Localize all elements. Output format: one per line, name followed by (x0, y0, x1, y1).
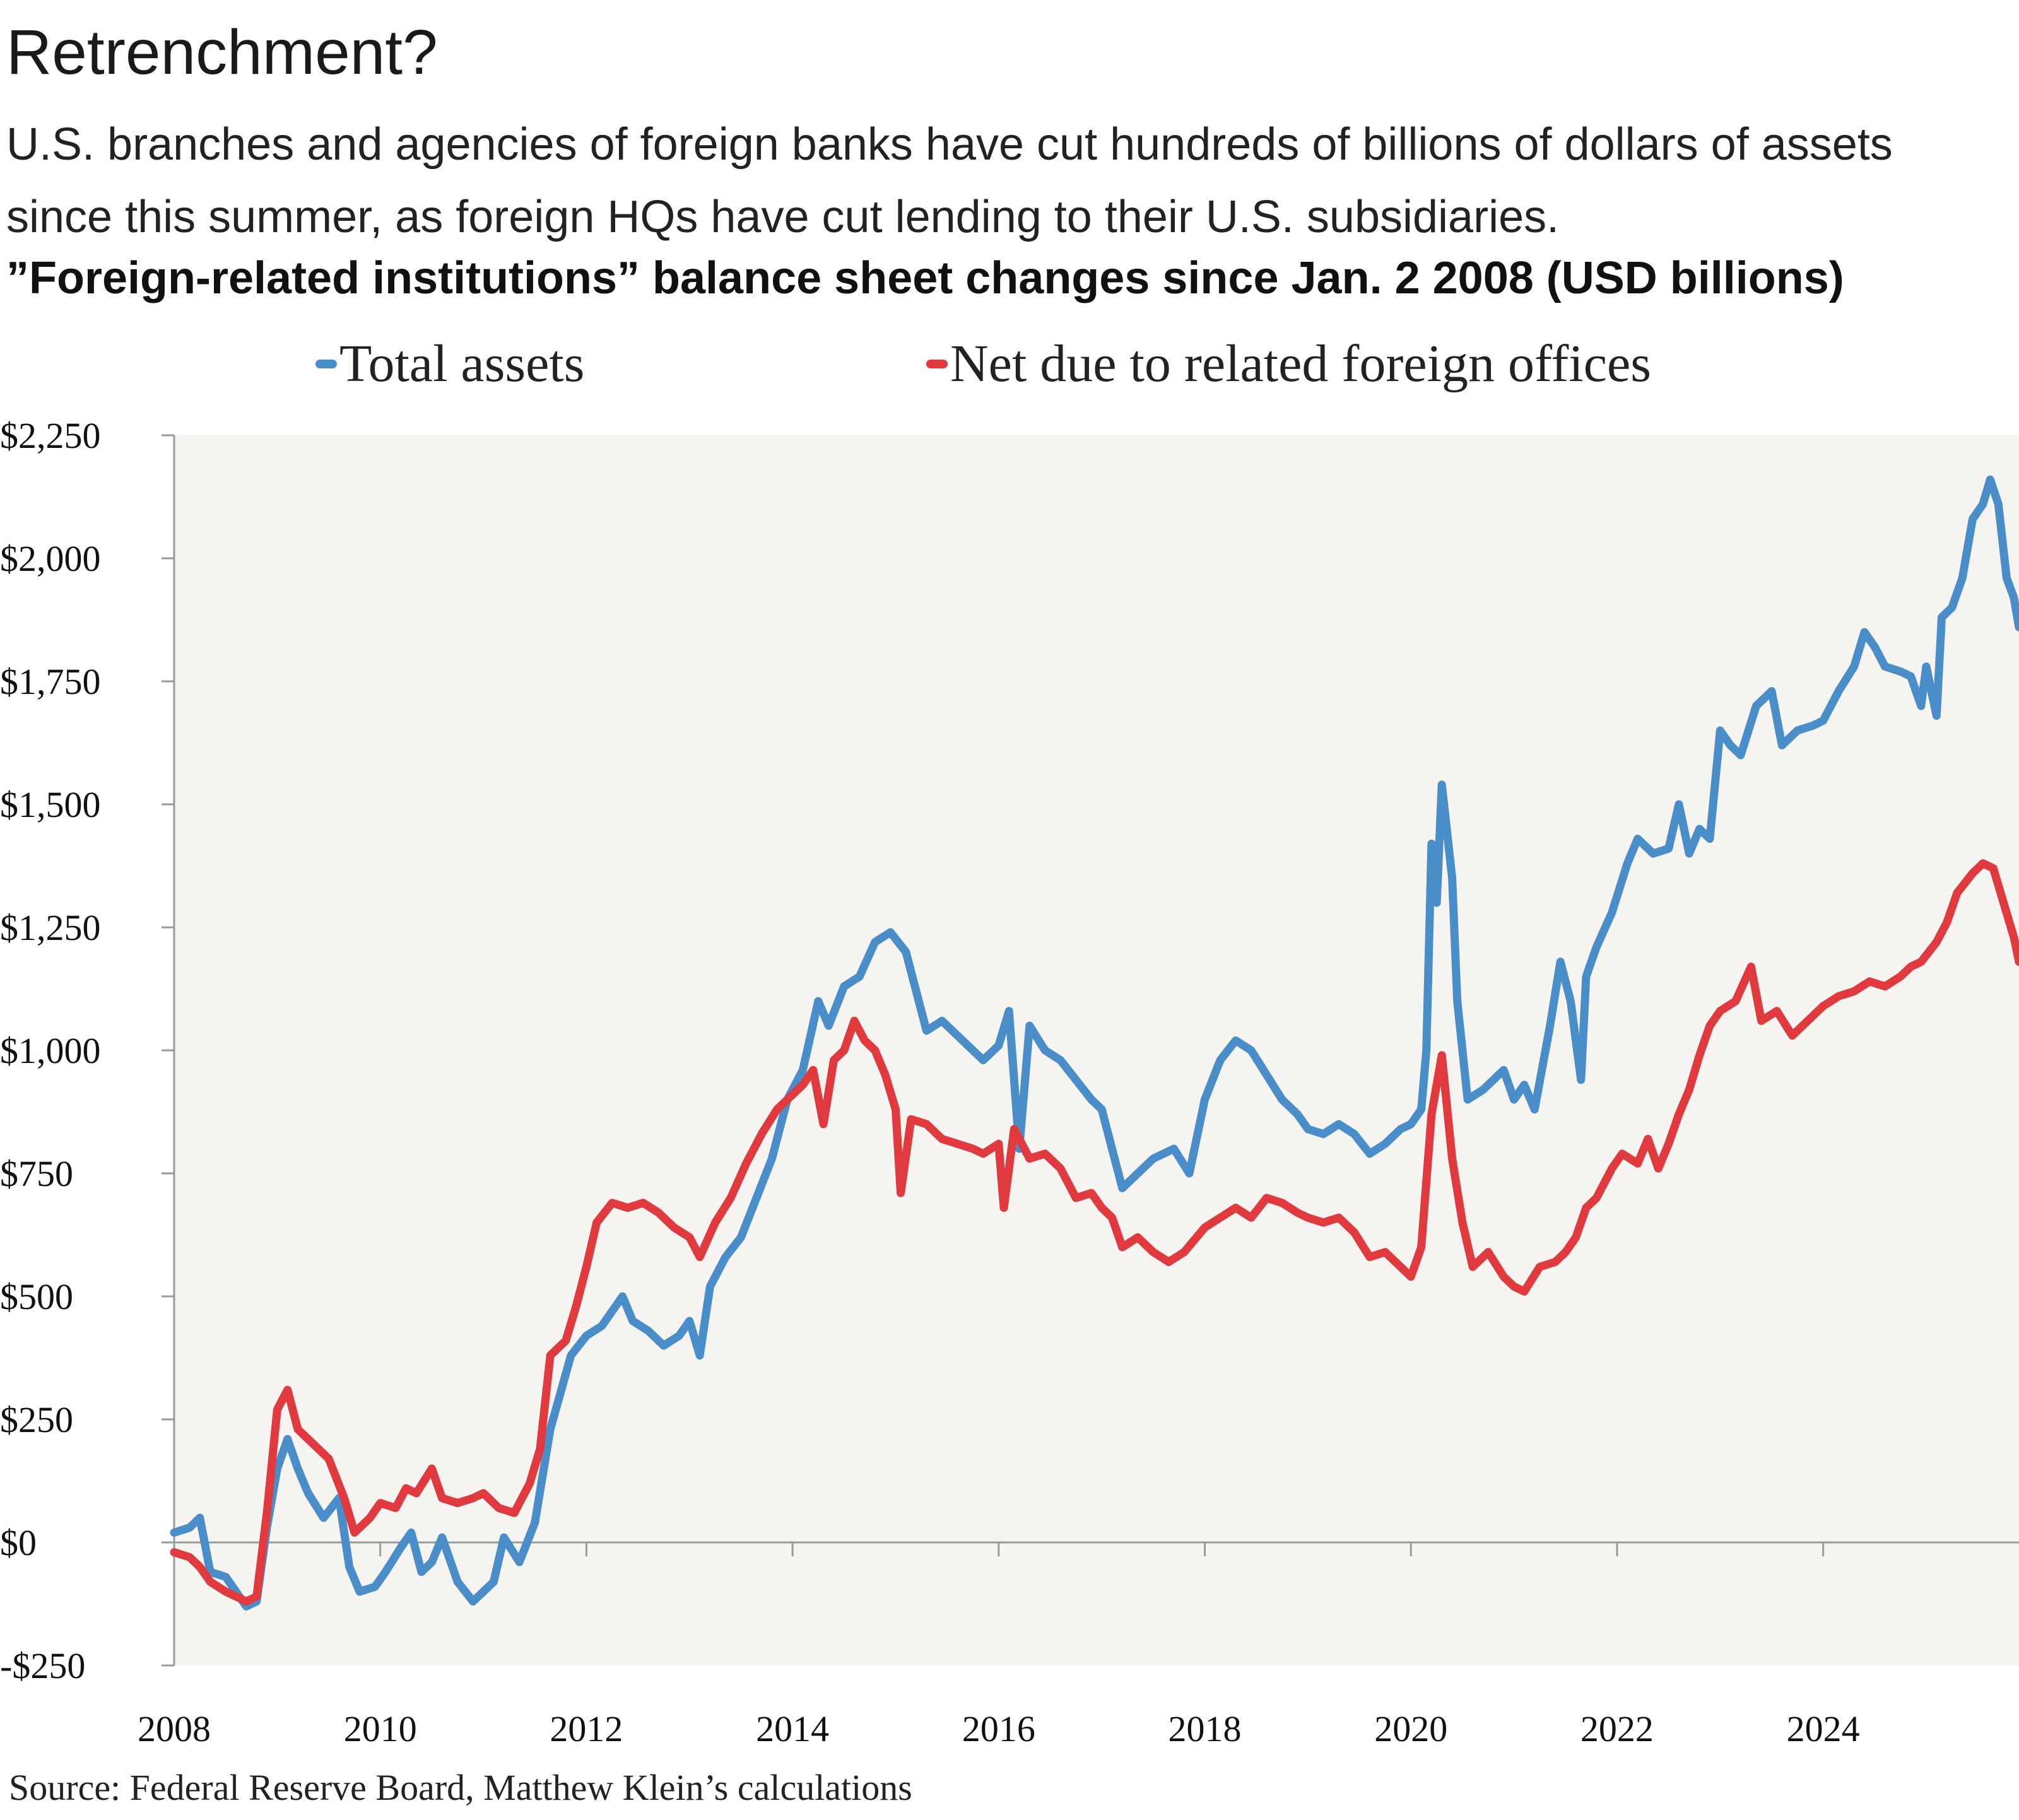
x-tick-label: 2018 (1168, 1708, 1242, 1749)
plot-area (174, 435, 2019, 1665)
legend-item-net-due: Net due to related foreign offices (926, 333, 1651, 394)
x-tick-label: 2008 (138, 1708, 211, 1749)
y-tick-label: $1,500 (0, 784, 101, 825)
x-tick-label: 2012 (550, 1708, 623, 1749)
legend-swatch-total-assets (315, 359, 337, 368)
x-tick-label: 2022 (1580, 1708, 1654, 1749)
y-tick-label: $250 (0, 1399, 73, 1440)
y-tick-label: $1,000 (0, 1030, 101, 1071)
y-tick-label: -$250 (0, 1645, 85, 1686)
source-note: Source: Federal Reserve Board, Matthew K… (9, 1767, 912, 1808)
y-tick-label: $2,000 (0, 538, 101, 579)
legend-swatch-net-due (926, 359, 948, 368)
legend-label-net-due: Net due to related foreign offices (950, 334, 1651, 393)
x-tick-label: 2014 (756, 1708, 829, 1749)
x-tick-label: 2020 (1374, 1708, 1447, 1749)
y-tick-label: $1,250 (0, 907, 101, 948)
page-title: Retrenchment? (6, 17, 438, 88)
series-line-total-assets (170, 475, 2019, 1611)
series-line-net-due (170, 859, 2019, 1606)
x-tick-label: 2016 (962, 1708, 1035, 1749)
y-tick-label: $1,750 (0, 661, 101, 702)
legend-label-total-assets: Total assets (339, 334, 585, 393)
x-tick-label: 2010 (344, 1708, 417, 1749)
y-tick-label: $2,250 (0, 415, 101, 456)
y-tick-label: $500 (0, 1276, 73, 1317)
chart-heading: ”Foreign-related institutions” balance s… (6, 253, 1844, 303)
x-tick-label: 2024 (1787, 1708, 1860, 1749)
y-tick-label: $750 (0, 1153, 73, 1194)
page-subtitle: U.S. branches and agencies of foreign ba… (6, 119, 1893, 243)
legend-item-total-assets: Total assets (315, 333, 584, 394)
y-tick-label: $0 (0, 1522, 37, 1563)
